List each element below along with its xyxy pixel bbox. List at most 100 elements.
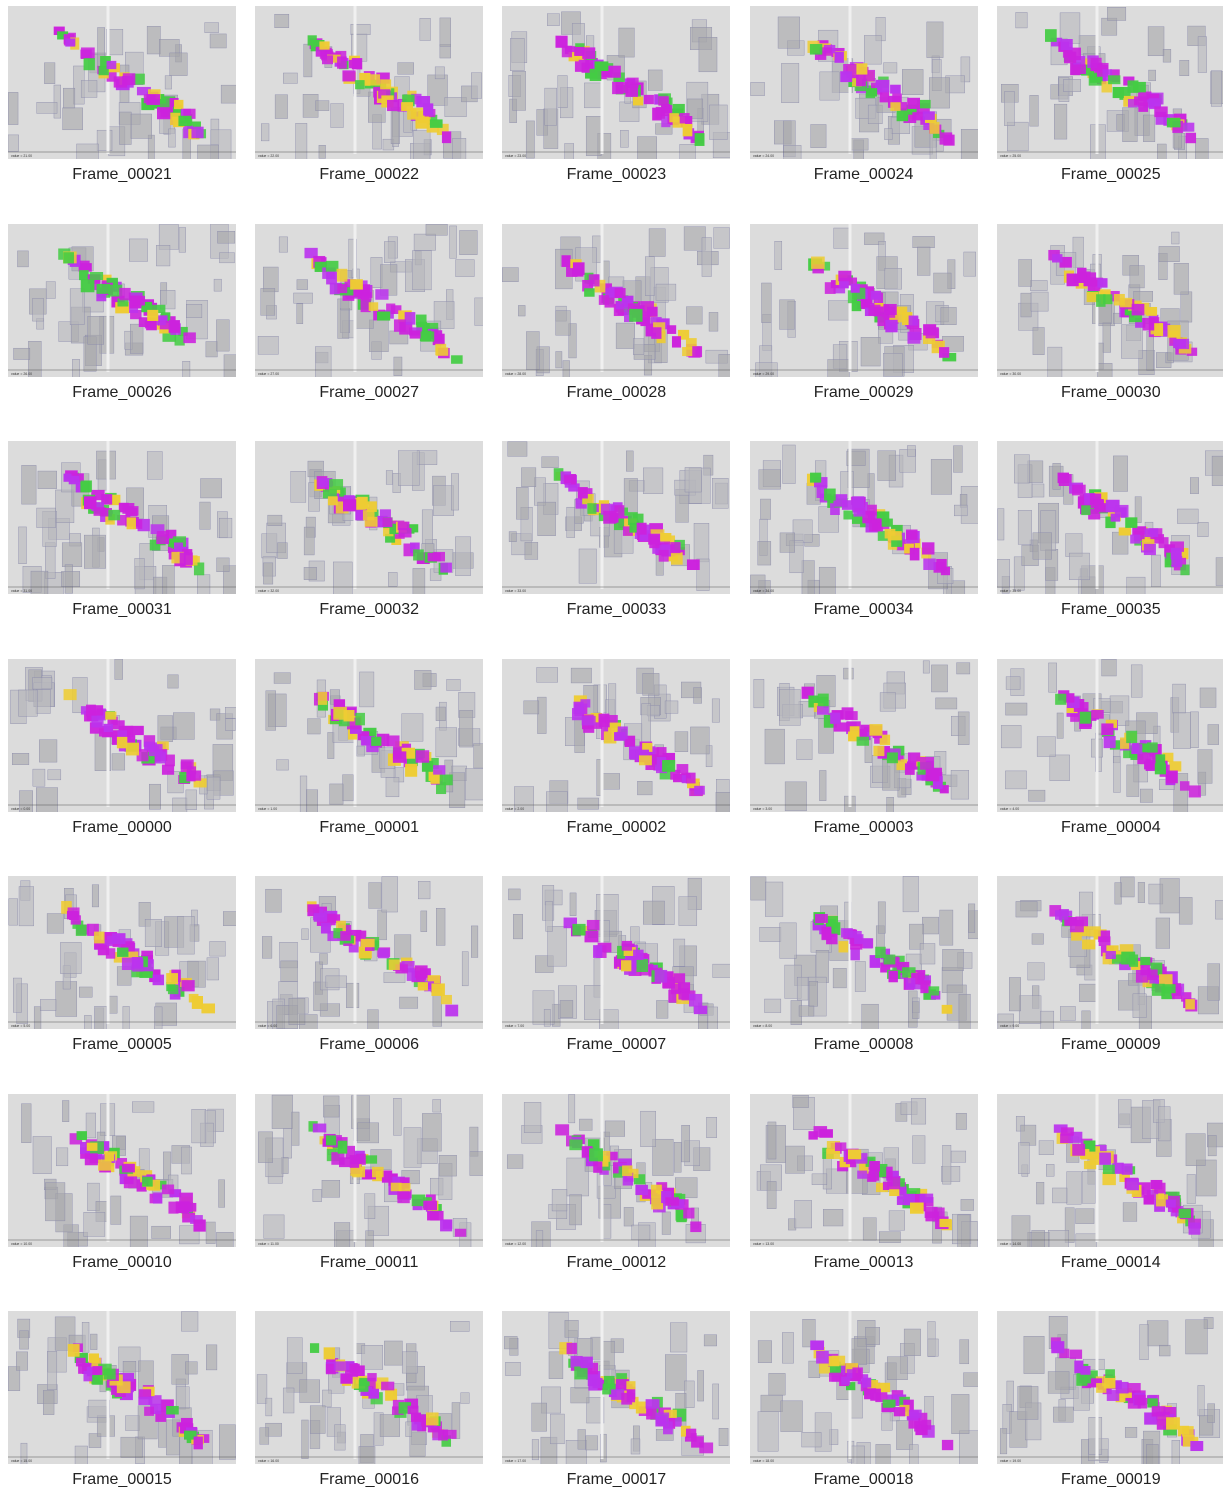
thumbnail: value = 24.00 [750, 6, 978, 159]
block [810, 473, 821, 483]
block [1131, 303, 1144, 315]
block [908, 752, 920, 761]
building [552, 1189, 567, 1211]
building [154, 1007, 162, 1029]
building [205, 23, 219, 33]
block [433, 765, 445, 774]
block [393, 751, 406, 762]
building [1185, 1320, 1207, 1354]
building [89, 1400, 110, 1417]
building [33, 1136, 51, 1173]
building [308, 718, 321, 733]
building [923, 660, 929, 672]
block [313, 1123, 326, 1132]
building [1113, 456, 1127, 492]
building [418, 881, 430, 899]
building [266, 889, 282, 912]
building [398, 63, 414, 75]
building [855, 961, 865, 991]
block [381, 1382, 394, 1391]
building [833, 228, 848, 248]
block [695, 785, 706, 794]
thumbnail: value = 16.00 [255, 1311, 483, 1464]
building [369, 883, 381, 909]
block [1052, 254, 1062, 262]
frame-caption: value = 5.00 [11, 1024, 30, 1028]
building [323, 1390, 332, 1407]
building [579, 549, 596, 583]
building [656, 284, 676, 300]
building [513, 71, 526, 110]
block [114, 76, 127, 87]
building [1001, 725, 1021, 748]
building [627, 451, 634, 471]
building [125, 1416, 139, 1431]
block [1055, 693, 1066, 704]
block [326, 1135, 336, 1145]
building [36, 787, 57, 811]
building [131, 114, 152, 138]
building [335, 1425, 346, 1450]
building [44, 63, 55, 84]
building [638, 781, 653, 795]
building [1060, 1006, 1075, 1020]
block [1144, 528, 1158, 537]
building [691, 726, 710, 753]
block [193, 1219, 205, 1231]
building [902, 69, 923, 94]
building [563, 360, 570, 376]
building [828, 300, 849, 319]
building [207, 958, 219, 980]
frame-item: value = 3.00Frame_00003 [750, 659, 978, 812]
block [1189, 785, 1201, 797]
building [997, 509, 1003, 540]
building [95, 1006, 107, 1029]
block [925, 328, 938, 338]
block [147, 309, 158, 320]
block [79, 270, 89, 280]
building [1048, 662, 1056, 691]
building [426, 224, 447, 235]
frame-label: Frame_00015 [0, 1471, 246, 1489]
building [1190, 478, 1199, 494]
building [48, 769, 61, 779]
building [1157, 144, 1166, 159]
thumbnail: value = 12.00 [502, 1094, 730, 1247]
block [622, 941, 632, 951]
building [649, 228, 665, 256]
building [36, 689, 50, 713]
building [261, 288, 275, 315]
building [130, 1216, 147, 1247]
building [1198, 37, 1207, 73]
block [314, 913, 328, 922]
block [176, 1201, 189, 1213]
block [1088, 926, 1101, 936]
frame-caption: value = 3.00 [753, 807, 772, 811]
building [758, 1341, 772, 1363]
building [414, 234, 436, 250]
block [1122, 1163, 1133, 1174]
block [165, 754, 175, 766]
building [801, 1432, 821, 1447]
building [302, 929, 309, 940]
building [447, 679, 461, 690]
block [153, 1192, 162, 1203]
building [719, 354, 730, 377]
block [840, 71, 852, 82]
block [320, 41, 330, 49]
building [1127, 764, 1139, 796]
frame-caption: value = 11.00 [258, 1242, 279, 1246]
building [1151, 555, 1160, 587]
building [587, 116, 602, 155]
block [1168, 771, 1177, 781]
block [162, 1184, 174, 1194]
building [961, 129, 978, 159]
building [687, 306, 703, 323]
building [471, 73, 481, 99]
block [1146, 306, 1157, 315]
block [621, 960, 631, 971]
thumbnail: value = 17.00 [502, 1311, 730, 1464]
building [1208, 964, 1220, 1000]
block [886, 752, 897, 763]
block [881, 519, 892, 527]
